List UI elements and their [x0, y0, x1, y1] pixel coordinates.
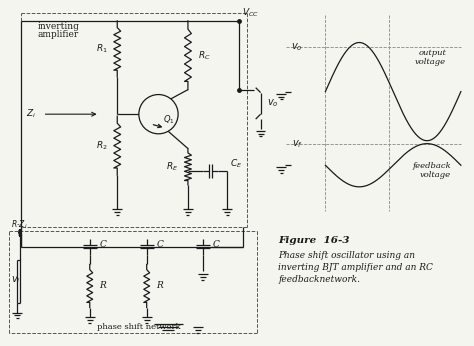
Text: amplifier: amplifier	[38, 30, 79, 39]
Text: $R_E$: $R_E$	[166, 161, 178, 173]
Circle shape	[139, 94, 178, 134]
Text: $v_i$: $v_i$	[11, 274, 21, 286]
Text: C: C	[100, 240, 107, 249]
Text: $R_C$: $R_C$	[198, 49, 210, 62]
Text: $Z_i$: $Z_i$	[26, 108, 36, 120]
Text: Figure  16-3: Figure 16-3	[278, 236, 350, 245]
Text: $v_f$: $v_f$	[292, 138, 303, 149]
Text: R: R	[156, 282, 163, 291]
Text: Phase shift oscillator using an: Phase shift oscillator using an	[278, 251, 415, 260]
Text: feedbacknetwork.: feedbacknetwork.	[278, 275, 360, 284]
Text: $R_2$: $R_2$	[96, 139, 108, 152]
Text: $V_{CC}$: $V_{CC}$	[242, 7, 259, 19]
Text: $C_E$: $C_E$	[230, 157, 242, 170]
Text: $v_o$: $v_o$	[267, 98, 279, 109]
Text: C: C	[212, 240, 219, 249]
Text: feedback
voltage: feedback voltage	[412, 162, 451, 179]
Text: C: C	[156, 240, 164, 249]
Text: $R_1$: $R_1$	[96, 43, 108, 55]
Text: inverting BJT amplifier and an RC: inverting BJT amplifier and an RC	[278, 263, 433, 272]
Text: inverting: inverting	[38, 22, 80, 31]
Text: output
voltage: output voltage	[415, 49, 446, 66]
Text: $R$-$Z_i$: $R$-$Z_i$	[11, 219, 28, 231]
Text: phase shift network: phase shift network	[97, 323, 181, 331]
Text: $v_o$: $v_o$	[291, 42, 303, 53]
Text: $Q_1$: $Q_1$	[164, 114, 175, 126]
Text: R: R	[100, 282, 106, 291]
